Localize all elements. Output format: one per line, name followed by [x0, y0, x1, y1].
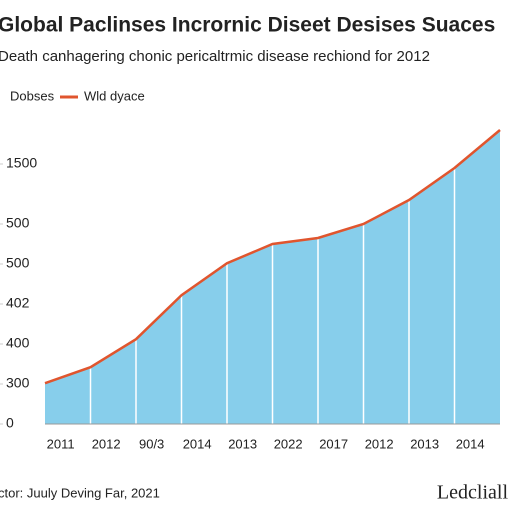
x-tick-label: 2012: [92, 436, 121, 451]
legend-label: Dobses: [10, 88, 55, 103]
chart-title: Global Paclinses Incrornic Diseet Desise…: [0, 14, 495, 37]
y-tick-label: 0: [6, 415, 14, 431]
x-tick-label: 2014: [183, 436, 212, 451]
logo: Ledcliall: [437, 482, 509, 504]
y-tick-label: 1500: [6, 155, 37, 171]
source: ctor: Juuly Deving Far, 2021: [0, 485, 160, 500]
y-tick-label: 500: [6, 255, 30, 271]
x-tick-label: 2011: [47, 436, 75, 451]
chart-subtitle: Death canhagering chonic pericaltrmic di…: [0, 48, 430, 65]
y-tick-label: 402: [6, 295, 30, 311]
x-tick-label: 2013: [228, 436, 257, 451]
x-tick-label: 90/3: [139, 436, 164, 451]
x-tick-label: 2012: [365, 436, 394, 451]
y-tick-label: 300: [6, 375, 30, 391]
y-tick-label: 500: [6, 215, 30, 231]
x-tick-label: 2014: [456, 436, 485, 451]
legend-label: Wld dyace: [84, 88, 145, 103]
y-tick-label: 400: [6, 335, 30, 351]
line: [44, 129, 501, 385]
x-tick-label: 2022: [274, 436, 303, 451]
x-tick-label: 2013: [410, 436, 439, 451]
x-tick-label: 2017: [319, 436, 348, 451]
